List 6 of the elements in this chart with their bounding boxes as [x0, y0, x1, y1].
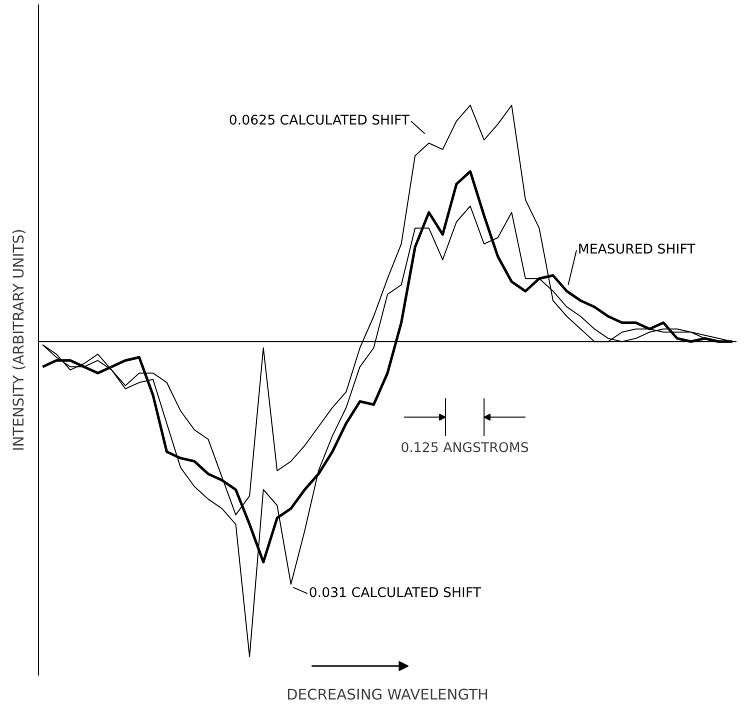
legend-label: 0.031 CALCULATED SHIFT: [308, 586, 482, 602]
series-label: 0.0625 CALCULATED SHIFT: [228, 114, 410, 129]
x-axis-title: DECREASING WAVELENGTH: [286, 686, 489, 704]
text: MEASURED SHIFT: [578, 242, 696, 258]
y-axis-title: INTENSITY (ARBITRARY UNITS): [10, 228, 28, 452]
annotation: 0.125 ANGSTROMS: [400, 441, 529, 456]
